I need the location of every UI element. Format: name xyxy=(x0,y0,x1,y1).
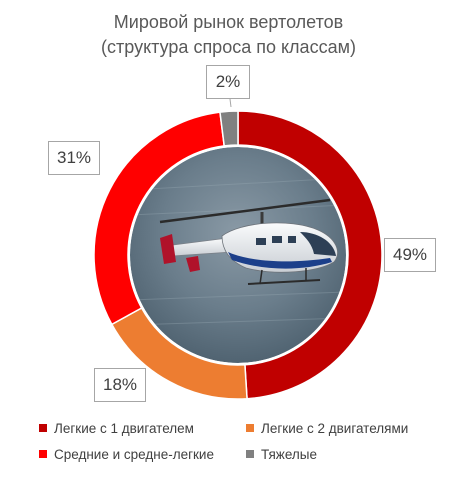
legend-label: Средние и средне-легкие xyxy=(54,447,214,462)
slice-light-single-engine xyxy=(237,110,383,400)
chart-title: Мировой рынок вертолетов (структура спро… xyxy=(0,10,457,60)
legend-item-medium: Средние и средне-легкие xyxy=(39,445,214,465)
data-label-heavy: 2% xyxy=(206,65,250,99)
data-label-medium: 31% xyxy=(48,141,100,175)
legend-item-light-single-engine: Легкие с 1 двигателем xyxy=(39,419,194,439)
data-label-light-twin-engine: 18% xyxy=(94,368,146,402)
legend-swatch xyxy=(246,450,254,459)
helicopter-photo xyxy=(130,147,346,363)
legend-label: Легкие с 1 двигателем xyxy=(54,421,194,436)
chart-legend: Легкие с 1 двигателем Легкие с 2 двигате… xyxy=(0,418,457,470)
data-label-light-single-engine: 49% xyxy=(384,238,436,272)
label-leader-lines xyxy=(229,98,232,108)
donut-slices xyxy=(93,110,383,400)
leader-line-heavy xyxy=(229,98,232,108)
legend-swatch xyxy=(39,424,47,433)
chart-title-line-1: Мировой рынок вертолетов xyxy=(113,12,344,32)
slice-heavy xyxy=(219,110,239,147)
legend-swatch xyxy=(39,450,47,459)
legend-item-heavy: Тяжелые xyxy=(246,445,317,465)
legend-item-light-twin-engine: Легкие с 2 двигателями xyxy=(246,419,408,439)
legend-label: Тяжелые xyxy=(261,447,317,462)
chart-title-line-2: (структура спроса по классам) xyxy=(101,37,356,57)
legend-swatch xyxy=(246,424,254,433)
legend-label: Легкие с 2 двигателями xyxy=(261,421,409,436)
